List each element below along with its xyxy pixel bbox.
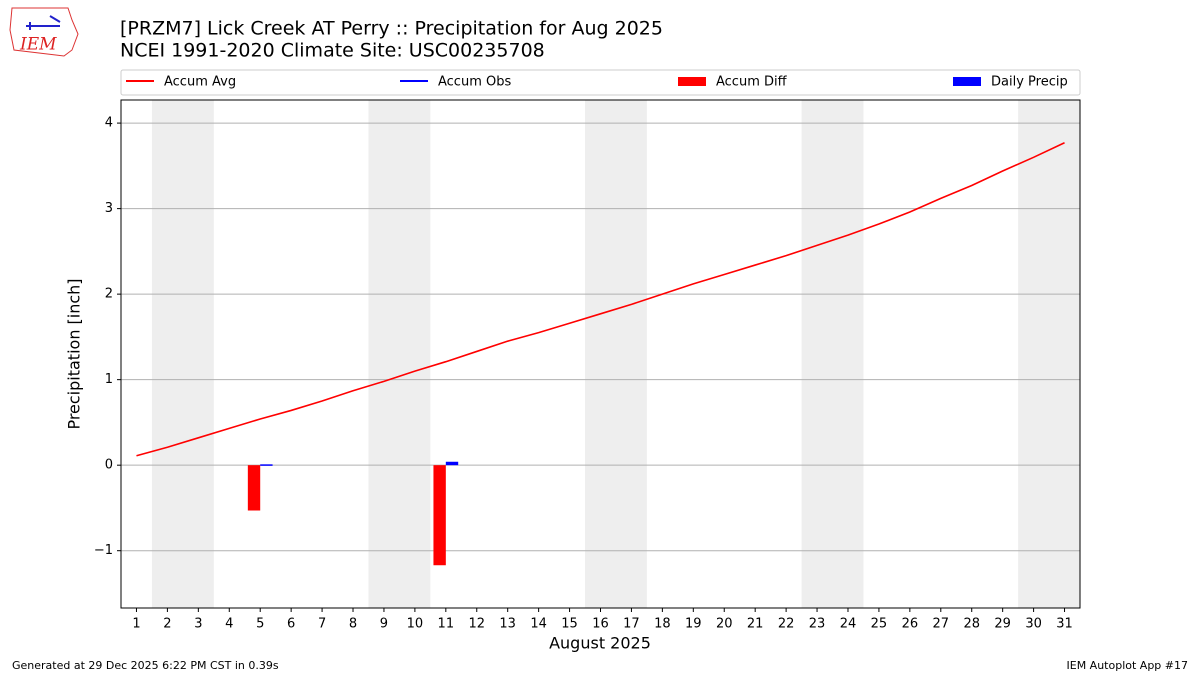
x-tick-label: 3: [194, 617, 202, 632]
x-tick-label: 9: [380, 617, 388, 632]
weekend-shade: [801, 100, 864, 608]
y-tick-label: 0: [105, 458, 113, 473]
x-tick-label: 10: [407, 617, 424, 632]
x-tick-label: 30: [1025, 617, 1042, 632]
legend-label: Accum Obs: [438, 75, 511, 90]
logo-outline: [9, 7, 79, 57]
legend-label: Daily Precip: [991, 75, 1068, 90]
x-tick-label: 6: [287, 617, 295, 632]
x-tick-label: 11: [438, 617, 455, 632]
bar: [247, 465, 261, 511]
x-tick-label: 16: [592, 617, 609, 632]
weekend-shade: [368, 100, 431, 608]
x-tick-label: 13: [499, 617, 516, 632]
x-tick-label: 20: [716, 617, 733, 632]
x-tick-label: 2: [163, 617, 171, 632]
x-tick-label: 8: [349, 617, 357, 632]
x-tick-label: 1: [132, 617, 140, 632]
legend-swatch: [678, 77, 706, 86]
y-tick-label: 1: [105, 372, 113, 387]
weekend-shade: [585, 100, 647, 608]
x-tick-label: 4: [225, 617, 233, 632]
chart-subtitle: NCEI 1991-2020 Climate Site: USC00235708: [120, 40, 545, 62]
footer-right: IEM Autoplot App #17: [1067, 659, 1189, 672]
x-tick-label: 18: [654, 617, 671, 632]
y-axis-label: Precipitation [inch]: [65, 278, 84, 429]
x-tick-label: 12: [468, 617, 485, 632]
weekend-shade: [1018, 100, 1080, 608]
x-tick-label: 24: [840, 617, 857, 632]
y-tick-label: −1: [94, 543, 113, 558]
x-tick-label: 23: [809, 617, 826, 632]
weekend-shade: [151, 100, 214, 608]
x-axis-label: August 2025: [549, 634, 651, 653]
y-tick-label: 2: [105, 287, 113, 302]
x-tick-label: 26: [902, 617, 919, 632]
plot-frame: [120, 99, 1081, 609]
logo-icon: [26, 15, 61, 30]
legend-box: [120, 69, 1081, 96]
x-tick-label: 28: [963, 617, 980, 632]
x-tick-label: 7: [318, 617, 326, 632]
series-line: [136, 142, 1065, 457]
bar: [260, 464, 273, 466]
x-tick-label: 25: [871, 617, 888, 632]
bar: [433, 465, 446, 566]
x-tick-label: 21: [747, 617, 764, 632]
x-tick-label: 5: [256, 617, 264, 632]
legend-label: Accum Avg: [164, 75, 236, 90]
bar: [445, 461, 459, 466]
legend-label: Accum Diff: [716, 75, 788, 90]
footer-left: Generated at 29 Dec 2025 6:22 PM CST in …: [12, 659, 279, 672]
x-tick-label: 17: [623, 617, 640, 632]
x-tick-label: 29: [994, 617, 1011, 632]
x-tick-label: 19: [685, 617, 702, 632]
chart-title: [PRZM7] Lick Creek AT Perry :: Precipita…: [120, 18, 663, 40]
logo-text: IEM: [19, 35, 57, 55]
legend-swatch: [953, 77, 981, 86]
y-tick-label: 4: [105, 116, 113, 131]
x-tick-label: 31: [1056, 617, 1073, 632]
x-tick-label: 22: [778, 617, 795, 632]
y-tick-label: 3: [105, 201, 113, 216]
x-tick-label: 27: [933, 617, 950, 632]
x-tick-label: 14: [530, 617, 547, 632]
x-tick-label: 15: [561, 617, 578, 632]
